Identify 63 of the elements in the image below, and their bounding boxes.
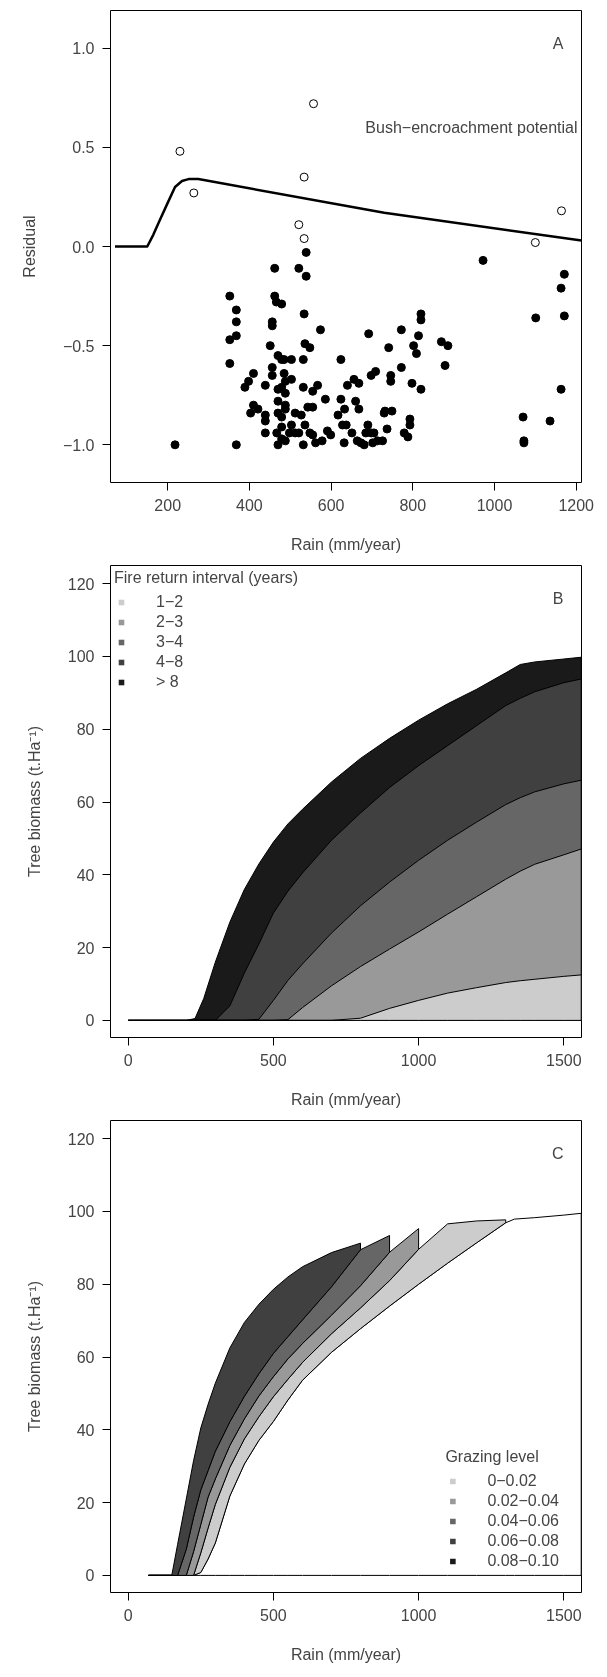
legend-label: 4−8 [156,653,184,671]
y-tick-label: 20 [76,1494,95,1512]
x-axis-title: Rain (mm/year) [290,1645,402,1663]
y-tick-label: 80 [76,721,95,739]
legend-label: 0.04−0.06 [487,1512,559,1530]
x-tick-label: 1500 [545,1051,582,1069]
point [556,206,566,216]
y-tick-label: 0.0 [72,238,95,256]
y-tick-label: 0.5 [72,139,95,157]
y-tick-label: 80 [76,1276,95,1294]
legend-label: 3−4 [156,633,184,651]
legend-label: 2−3 [156,613,184,631]
legend-title: Grazing level [445,1448,540,1466]
x-tick-label: 1500 [545,1606,582,1624]
x-tick-label: 400 [236,496,263,514]
legend-label: 0−0.02 [487,1472,537,1490]
point [299,172,309,182]
x-tick-label: 500 [260,1051,287,1069]
y-axis-title: Tree biomass (t.Ha⁻¹) [25,1280,43,1433]
y-tick-label: 0 [85,1567,95,1585]
point [189,188,199,198]
point [175,146,185,156]
annotation: Bush−encroachment potential [365,118,578,136]
annotation: A [552,34,564,52]
point [294,220,304,230]
x-tick-label: 200 [154,496,182,514]
x-tick-label: 800 [399,496,427,514]
y-tick-label: −0.5 [62,337,95,355]
legend-label: 0.06−0.08 [487,1532,559,1550]
y-tick-label: 100 [67,648,95,666]
x-tick-label: 1000 [400,1606,437,1624]
x-tick-label: 0 [123,1051,133,1069]
x-axis-title: Rain (mm/year) [290,535,402,553]
x-tick-label: 500 [260,1606,287,1624]
annotation: B [552,589,564,607]
x-tick-label: 1200 [558,496,595,514]
x-tick-label: 1000 [400,1051,437,1069]
y-tick-label: 60 [76,794,95,812]
legend-label: > 8 [156,673,179,691]
y-tick-label: 0 [85,1012,95,1030]
legend-label: 0.02−0.04 [487,1492,559,1510]
x-tick-label: 0 [123,1606,133,1624]
y-axis-title: Residual [20,215,38,278]
legend-title: Fire return interval (years) [114,569,299,587]
point [309,99,319,109]
y-tick-label: 60 [76,1349,95,1367]
x-tick-label: 600 [317,496,345,514]
y-tick-label: 120 [67,575,95,593]
y-axis-title: Tree biomass (t.Ha⁻¹) [25,725,43,878]
y-tick-label: 40 [76,866,95,884]
x-tick-label: 1000 [476,496,513,514]
y-tick-label: 120 [67,1130,95,1148]
y-tick-label: 20 [76,939,95,957]
y-tick-label: 1.0 [72,40,95,58]
x-axis-title: Rain (mm/year) [290,1090,402,1108]
y-tick-label: 100 [67,1203,95,1221]
annotation: C [551,1144,564,1162]
y-tick-label: −1.0 [62,436,95,454]
y-tick-label: 40 [76,1421,95,1439]
point [530,238,540,248]
legend-label: 0.08−0.10 [487,1552,559,1570]
point [299,234,309,244]
legend-label: 1−2 [156,593,184,611]
